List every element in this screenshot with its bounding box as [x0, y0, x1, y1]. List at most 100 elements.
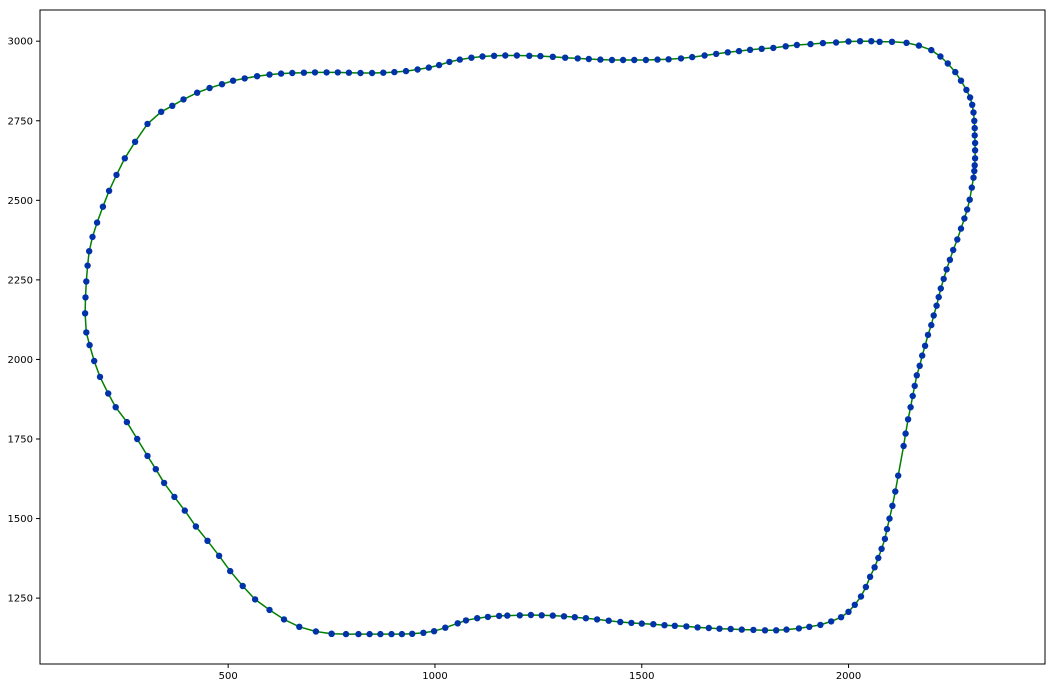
data-point [970, 174, 977, 181]
data-point [888, 38, 896, 45]
data-point [241, 75, 248, 82]
data-point [961, 215, 968, 222]
series-line [84, 40, 976, 635]
data-point [253, 73, 261, 80]
data-point [516, 612, 523, 619]
data-point [442, 624, 449, 631]
data-point [750, 626, 757, 634]
data-point [628, 619, 635, 627]
data-point [916, 362, 923, 369]
data-point [538, 612, 545, 619]
data-point [642, 56, 650, 64]
data-point [131, 138, 139, 145]
data-point [761, 627, 769, 634]
data-point [782, 43, 789, 50]
data-point [86, 341, 93, 349]
y-tick-label: 2250 [8, 275, 33, 286]
data-point [902, 430, 909, 437]
data-point [484, 613, 492, 621]
data-point [218, 81, 226, 88]
data-point [171, 493, 178, 501]
data-point [971, 155, 979, 162]
data-point [946, 256, 954, 263]
data-point [96, 373, 104, 381]
data-point [158, 108, 165, 116]
data-point [832, 39, 840, 46]
data-point [638, 620, 645, 627]
data-point [83, 278, 90, 285]
data-point [845, 38, 852, 45]
data-point [903, 39, 910, 46]
data-point [582, 615, 590, 622]
data-point [585, 55, 592, 63]
data-point [574, 55, 581, 62]
data-point [724, 49, 731, 56]
data-point [957, 225, 965, 232]
series-layer [81, 38, 979, 638]
y-tick-label: 2000 [8, 355, 33, 366]
data-point [857, 593, 865, 600]
data-point [312, 628, 320, 635]
data-point [89, 233, 96, 241]
data-point [727, 625, 734, 633]
data-point [502, 52, 509, 59]
data-point [845, 608, 852, 615]
data-point [889, 502, 896, 509]
data-point [968, 184, 975, 191]
data-point [828, 618, 835, 625]
data-point [793, 41, 801, 49]
data-point [425, 64, 432, 71]
data-point [895, 472, 902, 479]
plot-area [39, 9, 1046, 665]
data-point [366, 630, 373, 638]
data-point [871, 564, 878, 571]
data-point [971, 162, 978, 169]
y-tick-label: 3000 [8, 37, 33, 48]
data-point [402, 67, 410, 75]
data-point [334, 69, 341, 76]
data-point [328, 630, 335, 637]
data-point [192, 523, 200, 530]
data-point [806, 623, 813, 630]
data-point [296, 623, 303, 630]
data-point [631, 56, 638, 64]
data-point [144, 120, 151, 128]
data-point [605, 617, 612, 624]
data-point [661, 622, 668, 629]
data-point [342, 630, 350, 638]
data-point [194, 89, 201, 96]
data-point [99, 203, 107, 210]
data-point [435, 61, 443, 69]
data-point [112, 404, 119, 411]
data-point [377, 630, 384, 638]
data-point [933, 302, 940, 309]
data-point [971, 117, 978, 125]
data-point [266, 606, 273, 614]
data-point [169, 102, 176, 110]
x-tick-label: 1000 [422, 671, 447, 682]
data-point [716, 625, 723, 632]
data-point [180, 96, 187, 103]
data-point [971, 124, 978, 132]
data-point [892, 488, 899, 495]
data-point [206, 84, 213, 92]
data-point [181, 507, 188, 514]
data-point [735, 47, 743, 55]
data-point [878, 545, 885, 552]
data-point [82, 294, 89, 301]
data-point [105, 390, 112, 397]
data-point [862, 583, 870, 591]
data-point [420, 629, 427, 636]
data-point [617, 618, 624, 626]
data-point [454, 620, 461, 627]
data-point [919, 352, 926, 359]
data-point [928, 321, 935, 329]
x-axis: 500 1000 1500 2000 [219, 664, 861, 682]
data-point [266, 71, 273, 78]
data-point [971, 167, 978, 175]
data-point [944, 60, 951, 67]
data-point [795, 625, 803, 632]
data-point [571, 614, 578, 621]
data-point [783, 626, 790, 633]
data-point [81, 310, 89, 317]
